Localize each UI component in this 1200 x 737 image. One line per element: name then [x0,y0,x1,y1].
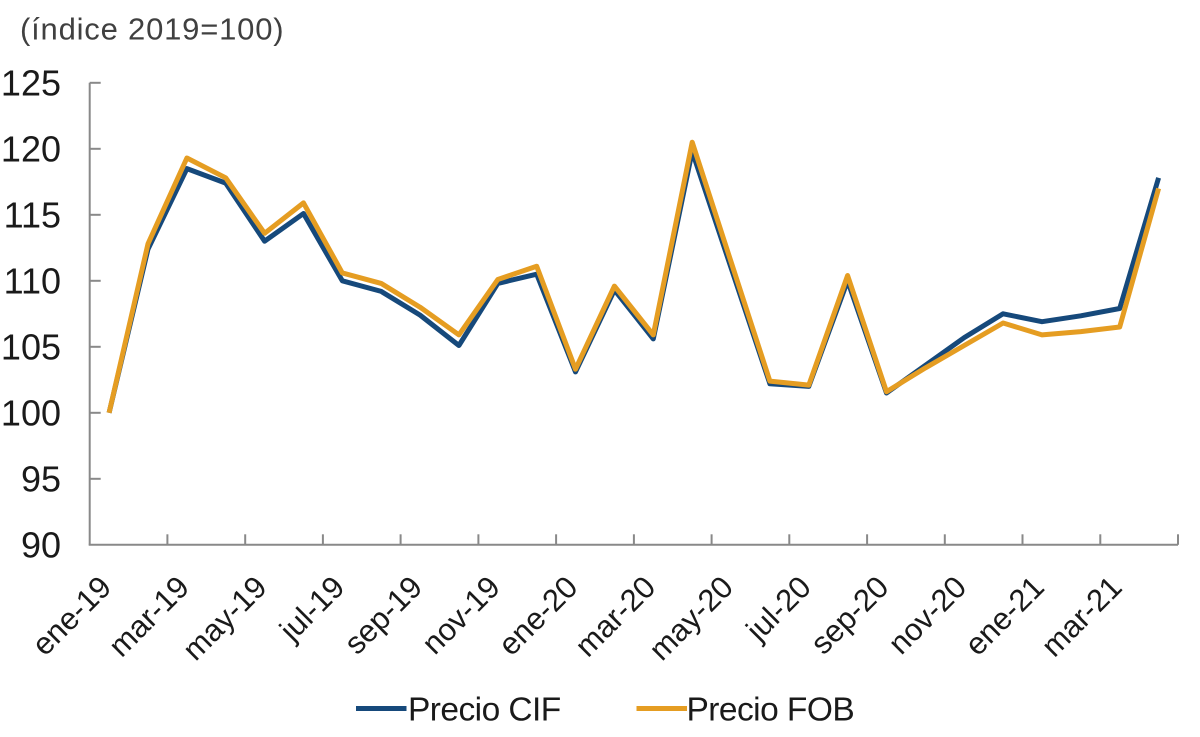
svg-text:120: 120 [1,128,61,169]
svg-text:100: 100 [1,392,61,433]
svg-text:(índice 2019=100): (índice 2019=100) [20,12,284,47]
svg-text:115: 115 [4,194,61,235]
svg-text:105: 105 [1,326,61,367]
svg-text:110: 110 [4,260,61,301]
svg-text:95: 95 [21,458,61,499]
svg-text:Precio CIF: Precio CIF [408,692,561,729]
svg-text:125: 125 [1,62,61,103]
svg-text:90: 90 [21,524,61,565]
svg-text:Precio FOB: Precio FOB [687,692,855,729]
